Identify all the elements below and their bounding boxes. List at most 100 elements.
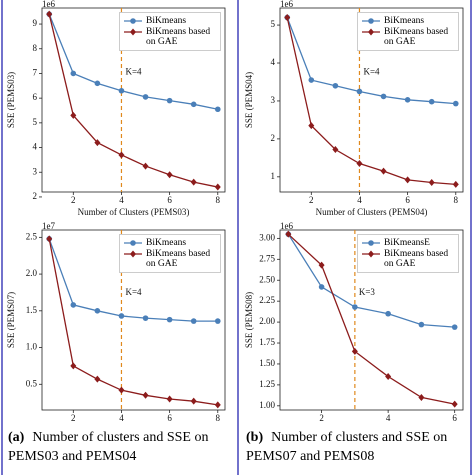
- legend-icon: [362, 28, 380, 36]
- y-tick-label: 9: [33, 18, 38, 28]
- scale-label: 1e6: [280, 221, 293, 231]
- x-tick-label: 2: [319, 413, 324, 423]
- legend-entry: BiKmeansE: [362, 238, 454, 248]
- legend: BiKmeans BiKmeans based on GAE: [119, 234, 221, 273]
- marker: [94, 308, 101, 314]
- marker: [318, 261, 325, 269]
- x-tick-label: 4: [119, 195, 124, 205]
- legend-label: BiKmeans: [146, 16, 187, 26]
- y-tick-label: 1: [271, 171, 276, 181]
- legend-entry: BiKmeans: [124, 16, 216, 26]
- y-tick-label: 1.5: [26, 305, 38, 315]
- y-tick-label: 3: [271, 95, 276, 105]
- series-line: [48, 14, 218, 188]
- legend-icon: [124, 28, 142, 36]
- series-line: [48, 238, 218, 406]
- legend-icon: [362, 240, 380, 246]
- legend-label: BiKmeans based on GAE: [384, 27, 449, 47]
- marker: [70, 111, 77, 119]
- marker: [214, 106, 221, 113]
- legend-entry: BiKmeans based on GAE: [362, 27, 454, 47]
- y-tick-label: 4: [271, 57, 276, 67]
- marker: [142, 315, 149, 321]
- y-tick-label: 2.50: [259, 274, 275, 284]
- marker: [368, 240, 374, 246]
- scale-label: 1e6: [42, 0, 55, 9]
- scale-label: 1e6: [280, 0, 293, 9]
- plot-frame: [279, 229, 464, 411]
- x-axis-label: Number of Clusters (PEMS03): [78, 207, 190, 217]
- y-tick-label: 2.5: [26, 231, 38, 241]
- legend-entry: BiKmeans: [124, 238, 216, 248]
- marker: [308, 122, 315, 130]
- marker: [166, 316, 173, 323]
- marker: [142, 94, 149, 100]
- caption-text: Number of clusters and SSE on PEMS03 and…: [8, 430, 209, 464]
- marker: [380, 167, 387, 175]
- legend-icon: [124, 18, 142, 24]
- x-tick-label: 8: [216, 195, 221, 205]
- series-line: [48, 13, 218, 110]
- y-tick-label: 1.00: [259, 400, 275, 410]
- y-tick-label: 3: [33, 166, 38, 176]
- legend-label: BiKmeans based on GAE: [384, 249, 449, 269]
- y-axis-label: SSE (PEMS04): [244, 72, 254, 128]
- y-tick-label: 1.75: [259, 337, 275, 347]
- marker: [428, 179, 435, 187]
- marker: [46, 235, 53, 243]
- y-tick-label: 8: [33, 43, 38, 53]
- marker: [385, 373, 392, 381]
- x-tick-label: 8: [216, 413, 221, 423]
- x-tick-label: 6: [167, 413, 172, 423]
- k-label: K=3: [359, 287, 376, 297]
- y-tick-label: 5: [33, 117, 38, 127]
- marker: [356, 88, 363, 95]
- marker: [190, 101, 197, 108]
- legend-entry: BiKmeans based on GAE: [124, 249, 216, 269]
- marker: [70, 302, 77, 308]
- marker: [214, 401, 221, 409]
- marker: [166, 395, 173, 403]
- series-line: [48, 238, 218, 322]
- marker: [404, 97, 411, 103]
- y-axis-label: SSE (PEMS07): [6, 292, 16, 348]
- marker: [332, 82, 339, 89]
- x-tick-label: 2: [71, 413, 76, 423]
- marker: [130, 240, 136, 246]
- marker: [368, 250, 374, 258]
- y-tick-label: 6: [33, 92, 38, 102]
- legend-entry: BiKmeans: [362, 16, 454, 26]
- marker: [356, 160, 363, 168]
- plot-frame: [41, 7, 226, 193]
- marker: [418, 393, 425, 401]
- caption: (b) Number of clusters and SSE on PEMS07 …: [246, 428, 468, 466]
- y-axis-label: SSE (PEMS03): [6, 72, 16, 128]
- x-tick-label: 6: [405, 195, 410, 205]
- marker: [130, 250, 136, 258]
- y-tick-label: 0.5: [26, 378, 38, 388]
- x-tick-label: 2: [71, 195, 76, 205]
- y-tick-label: 2.25: [259, 295, 275, 305]
- y-tick-label: 2.75: [259, 253, 275, 263]
- y-tick-label: 2.0: [26, 268, 38, 278]
- marker: [380, 93, 387, 100]
- marker: [118, 313, 125, 319]
- x-tick-label: 6: [167, 195, 172, 205]
- marker: [70, 70, 77, 77]
- marker: [214, 183, 221, 191]
- y-tick-label: 1.0: [26, 342, 38, 352]
- marker: [452, 180, 459, 188]
- marker: [142, 391, 149, 399]
- k-label: K=4: [125, 287, 142, 297]
- marker: [130, 28, 136, 36]
- marker: [142, 162, 149, 170]
- plot-frame: [41, 229, 226, 411]
- y-tick-label: 3.00: [259, 232, 275, 242]
- y-axis-label: SSE (PEMS08): [244, 292, 254, 348]
- legend-label: BiKmeans based on GAE: [146, 27, 211, 47]
- legend-icon: [124, 250, 142, 258]
- y-tick-label: 1.50: [259, 358, 275, 368]
- legend-label: BiKmeansE: [384, 238, 430, 248]
- marker: [318, 284, 325, 290]
